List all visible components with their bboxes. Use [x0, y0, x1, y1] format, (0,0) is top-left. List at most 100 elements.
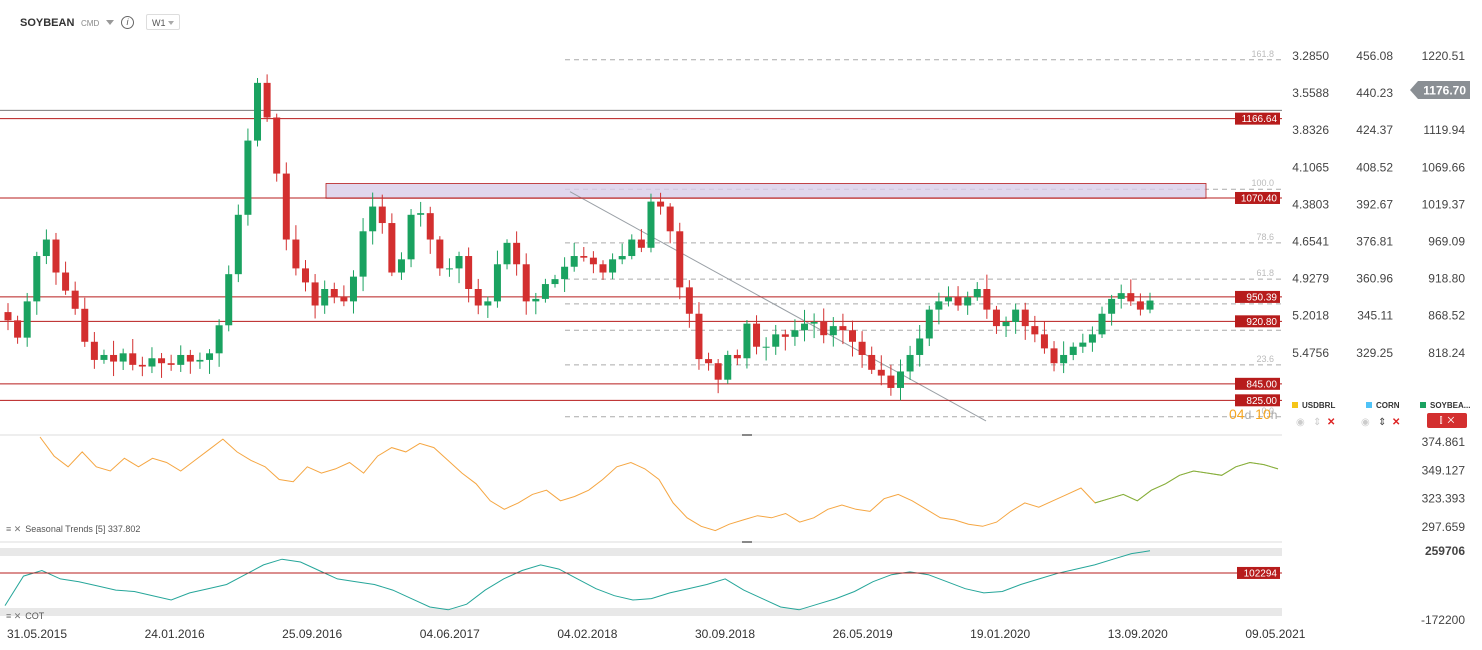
legend-item-soybean[interactable]: SOYBEA... [1420, 401, 1470, 410]
candle-body [1060, 354, 1068, 364]
symbol-name[interactable]: SOYBEAN [20, 17, 75, 29]
menu-icon[interactable]: ≡ ✕ [6, 524, 22, 534]
candle-body [849, 330, 857, 342]
candle-body [973, 289, 981, 298]
candle-body [561, 266, 569, 280]
level-tag [1235, 394, 1280, 407]
legend-label: SOYBEA... [1430, 401, 1471, 410]
candle-body [119, 353, 127, 362]
eye-icon[interactable]: ◉ [1296, 417, 1305, 428]
level-tag-text: 1166.64 [1242, 114, 1278, 125]
candle-body [33, 256, 41, 302]
candle-body [580, 256, 588, 258]
fib-level-label: 23.6 [1256, 354, 1274, 364]
candle-body [349, 276, 357, 302]
candle-body [378, 206, 386, 224]
candle-body [887, 375, 895, 388]
candle-body [570, 256, 578, 267]
move-icon[interactable]: ⇕ [1378, 417, 1387, 428]
candle-body [599, 264, 607, 273]
secondary-axis-tick: 456.08 [1356, 49, 1393, 63]
candle-body [167, 363, 175, 365]
candle-body [206, 353, 214, 360]
secondary-axis-tick: 408.52 [1356, 160, 1393, 174]
resistance-zone [325, 183, 1207, 199]
chart-toolbar: SOYBEAN CMD i W1 [0, 0, 600, 40]
candle-body [1136, 301, 1144, 310]
candle-body [647, 201, 655, 248]
secondary-axis-tick: 4.3803 [1292, 197, 1329, 211]
candle-body [186, 354, 194, 362]
candle-body [877, 369, 885, 376]
candle-body [369, 206, 377, 232]
x-axis-tick: 24.01.2016 [145, 627, 205, 641]
candle-body [445, 268, 453, 270]
x-axis-tick: 19.01.2020 [970, 627, 1030, 641]
candle-body [791, 330, 799, 337]
candle-body [1146, 300, 1154, 310]
level-tag-text: 845.00 [1246, 379, 1277, 390]
candle-body [1031, 326, 1039, 335]
secondary-axis-tick: 3.8326 [1292, 123, 1329, 137]
candle-body [1079, 342, 1087, 347]
candle-body [685, 287, 693, 314]
candle-body [42, 239, 50, 257]
chevron-down-icon[interactable] [106, 20, 114, 25]
candle-body [196, 359, 204, 362]
close-icon[interactable]: ✕ [1392, 417, 1401, 428]
candle-body [1002, 321, 1010, 327]
cot-level-tag [1237, 566, 1280, 579]
candle-body [657, 201, 665, 207]
countdown-hours: 10 [1255, 406, 1271, 422]
candle-body [781, 334, 789, 337]
candle-body [71, 290, 79, 309]
cot-panel-label: ≡ ✕ COT [6, 611, 44, 622]
secondary-axis-tick: 4.6541 [1292, 235, 1329, 249]
candle-body [244, 140, 252, 215]
candle-body [359, 231, 367, 277]
level-tag-text: 825.00 [1246, 396, 1277, 407]
candle-body [695, 313, 703, 360]
trendline [569, 191, 987, 422]
soybean-series-controls[interactable]: ⫿ ✕ [1427, 413, 1467, 428]
candle-body [234, 214, 242, 275]
candle-body [925, 309, 933, 339]
eye-icon[interactable]: ◉ [1361, 417, 1370, 428]
price-axis-tick: 818.24 [1428, 346, 1465, 360]
candle-body [493, 264, 501, 302]
candle-body [589, 257, 597, 265]
candle-body [62, 272, 70, 291]
candle-body [733, 354, 741, 359]
candle-body [52, 239, 60, 273]
candle-body [772, 334, 780, 347]
level-tag [1235, 290, 1280, 303]
legend-item-corn[interactable]: CORN [1366, 401, 1400, 410]
candle-body [906, 354, 914, 372]
candle-body [138, 364, 146, 367]
close-icon[interactable]: ✕ [1327, 417, 1336, 428]
menu-icon[interactable]: ≡ ✕ [6, 611, 22, 621]
candle-body [532, 298, 540, 302]
candle-body [916, 338, 924, 355]
price-axis-tick: 1119.94 [1423, 123, 1465, 137]
info-icon[interactable]: i [121, 16, 134, 29]
secondary-axis-tick: 329.25 [1356, 346, 1393, 360]
chevron-down-icon [168, 21, 174, 25]
candle-body [628, 239, 636, 257]
secondary-axis-tick: 360.96 [1356, 272, 1393, 286]
candle-body [820, 321, 828, 336]
legend-item-usdbrl[interactable]: USDBRL [1292, 401, 1335, 410]
candle-icon: ⫿ [1439, 415, 1443, 425]
level-tag [1235, 112, 1280, 125]
timeframe-select[interactable]: W1 [146, 14, 180, 30]
candle-body [618, 256, 626, 260]
candle-body [829, 326, 837, 336]
legend-swatch [1366, 402, 1372, 408]
fib-level-label: 0.0 [1261, 406, 1274, 416]
move-icon[interactable]: ⇕ [1313, 417, 1322, 428]
cot-axis-tick: -172200 [1421, 613, 1465, 627]
candle-body [522, 264, 530, 302]
candle-body [1088, 334, 1096, 343]
close-icon[interactable]: ✕ [1447, 415, 1455, 425]
